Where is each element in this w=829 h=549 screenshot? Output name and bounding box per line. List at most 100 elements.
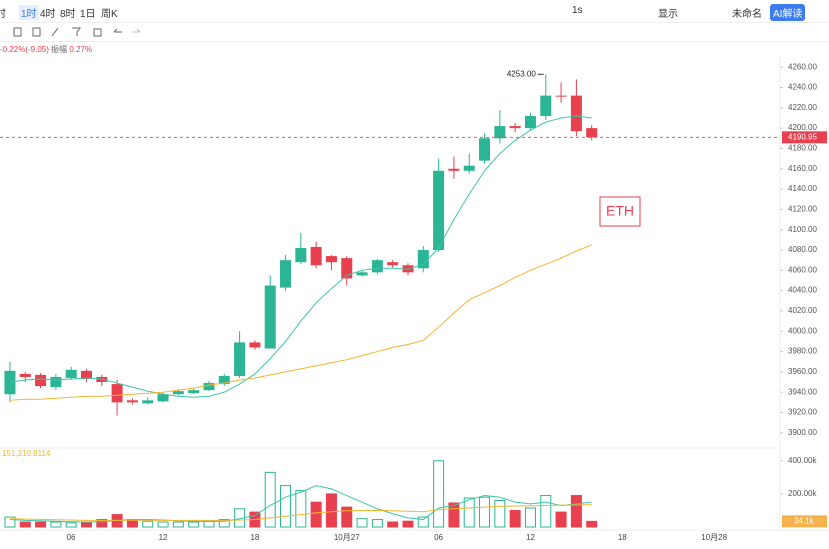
candle-body [417,250,429,269]
volume-bar [433,460,445,528]
y-tick-label: 4120.00 [788,204,817,213]
volume-bar [172,521,184,528]
volume-bar [295,490,307,528]
x-tick-label: 18 [618,533,627,542]
volume-bar [463,497,475,528]
y-tick-label: 3920.00 [788,408,817,417]
candle-body [540,95,552,116]
intervals: 时 1时 4时 8时 1日 周K [0,0,140,22]
interval[interactable]: 1时 [19,5,39,20]
ma-line [9,244,592,401]
candle-body [50,376,62,388]
candle-body [325,256,337,263]
tool-icons [13,27,141,37]
y-tick-label: 4100.00 [788,225,817,234]
y-tick-label: 3940.00 [788,387,817,396]
volume-bar [142,520,154,528]
candle-body [19,373,31,377]
candle-body [463,165,475,171]
y-tick-label: 4060.00 [788,265,817,274]
y-tick-label: 3980.00 [788,347,817,356]
interval[interactable]: 8时 [60,9,76,20]
candle-body [157,394,169,402]
amplitude-label: 振幅 [51,45,68,54]
volume-bar [371,519,383,528]
volume-tick-label: 400.00k [788,456,817,465]
high-label: 4253.00 [507,69,536,78]
candle-body [65,369,77,378]
candle-body [280,260,292,288]
candle-body [524,115,536,129]
volume-bar [509,509,521,528]
x-tick-label: 12 [159,533,168,542]
candle-body [96,376,108,383]
volume-bar [111,514,123,528]
x-tick-label: 06 [67,533,76,542]
volume-bar [188,521,200,528]
last-price-tag [782,131,827,144]
volume-tag-label: 34.1k [794,516,815,525]
volume-bar [524,507,536,528]
volume-bar [50,521,62,528]
candle-body [142,400,154,404]
volume-bar [540,495,552,528]
interval[interactable]: 时 [0,9,6,20]
candle-body [356,272,368,276]
volume-bar [448,502,460,528]
volume-bar [203,520,215,528]
volume-bar [356,518,368,528]
x-tick-label: 06 [434,533,443,542]
volume-bar [65,522,77,528]
volume-bar [555,511,567,528]
volume-bar [218,519,230,528]
candle-body [203,383,215,391]
volume-bar [126,519,138,528]
interval[interactable]: 4时 [40,9,56,20]
display[interactable]: 显示 [658,9,678,20]
candle-body [341,258,353,279]
candle-body [188,390,200,394]
y-tick-label: 4260.00 [788,62,817,71]
y-tick-label: 3960.00 [788,367,817,376]
layout-name[interactable]: 未命名 [732,9,762,20]
volume-bar [80,522,92,528]
ma-line [9,504,592,521]
symbol-label: ETH [606,203,634,219]
x-tick-label: 12 [526,533,535,542]
y-tick-label: 4200.00 [788,123,817,132]
y-tick-label: 4240.00 [788,83,817,92]
volume-bar [341,506,353,528]
y-tick-label: 4040.00 [788,286,817,295]
x-tick-label: 10月27 [334,533,360,542]
volume-bar [586,520,598,528]
candle-body [264,285,276,349]
volume-bar [249,511,261,528]
interval[interactable]: 周K [101,9,118,20]
y-tick-label: 4220.00 [788,103,817,112]
speed[interactable]: 1s [572,5,583,16]
interval[interactable]: 1日 [80,9,96,20]
volume-bar [402,520,414,528]
y-tick-label: 4160.00 [788,164,817,173]
volume-tag [782,515,827,528]
volume-bar [387,521,399,528]
candle-body [586,128,598,138]
y-tick-label: 4000.00 [788,326,817,335]
volume-bar [280,485,292,528]
candle-body [295,247,307,263]
y-tick-label: 4020.00 [788,306,817,315]
symbol-box [599,196,641,227]
x-tick-label: 10月28 [701,533,727,542]
drawing-toolbar [0,23,829,42]
candle-body [387,262,399,266]
volume-tick-label: 200.00k [788,489,817,498]
ai-button[interactable]: AI解读 [770,4,806,21]
y-tick-label: 4180.00 [788,144,817,153]
candle-body [234,342,246,376]
candle-body [479,138,491,161]
candle-body [111,384,123,403]
volume-bar [264,471,276,528]
candle-body [172,391,184,395]
candle-body [218,375,230,385]
